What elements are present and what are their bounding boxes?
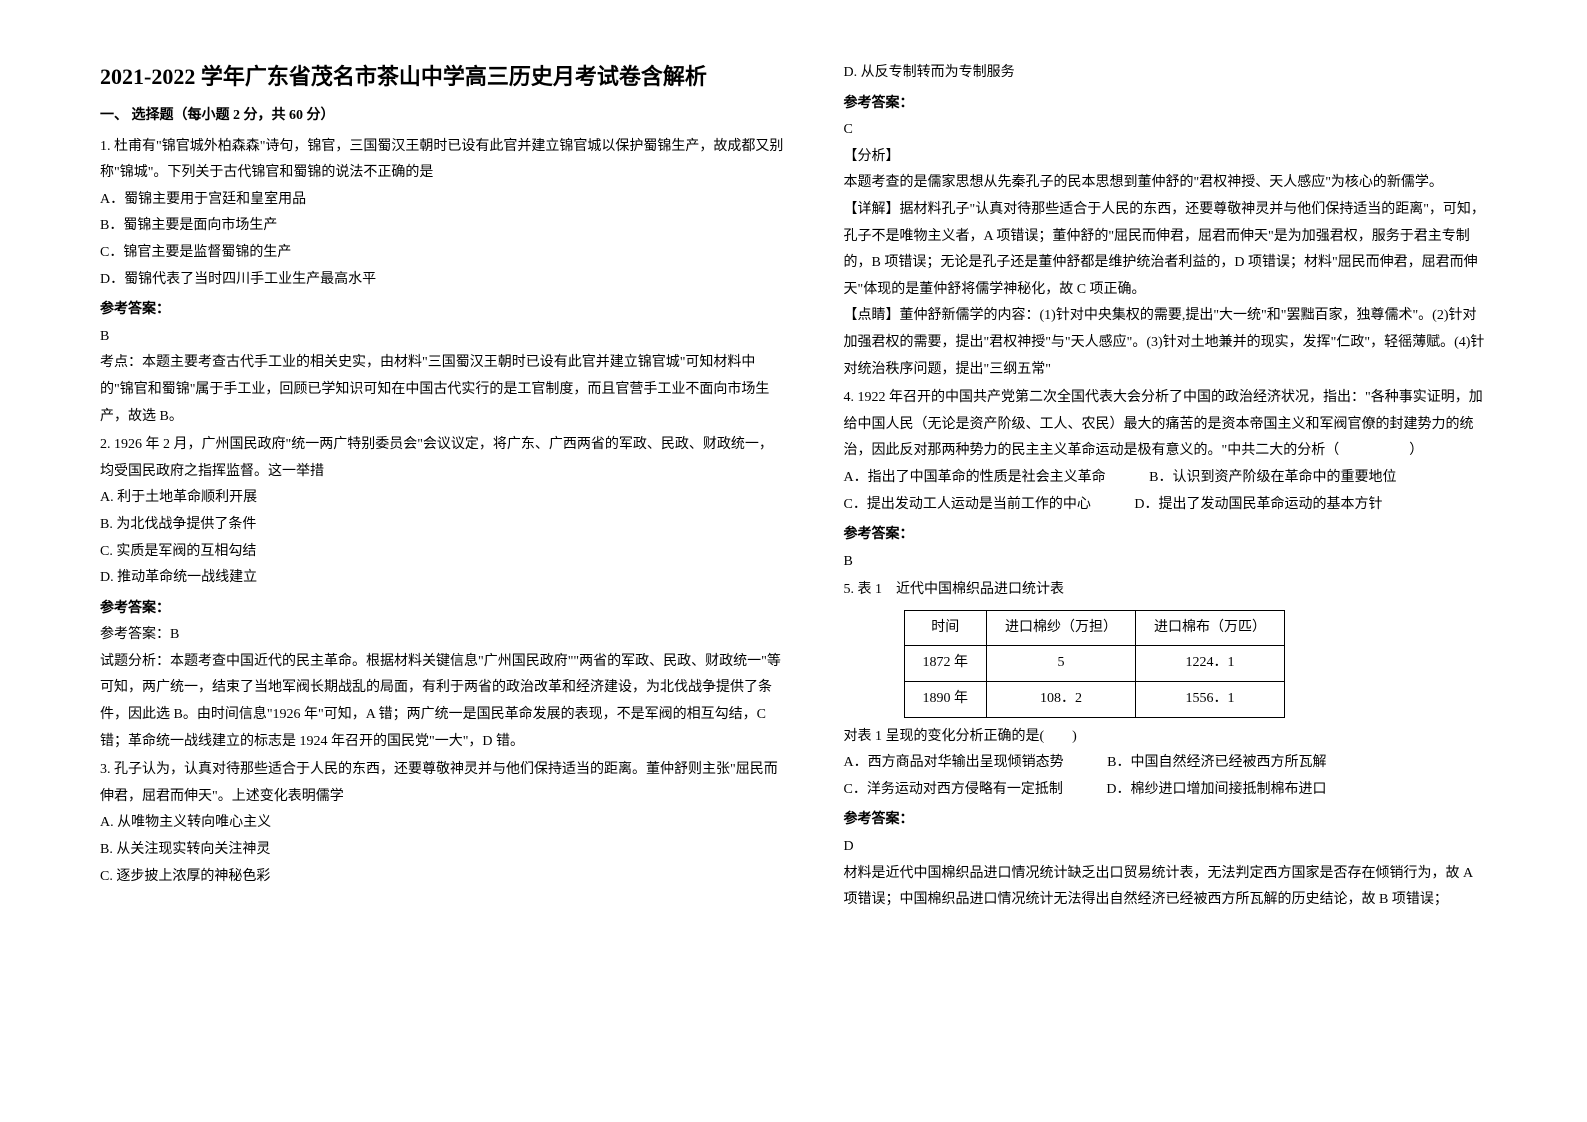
q5-option-a: A．西方商品对华输出呈现倾销态势 bbox=[844, 750, 1064, 777]
q2-option-a: A. 利于土地革命顺利开展 bbox=[100, 485, 784, 512]
table-cell: 5 bbox=[987, 646, 1136, 682]
exam-title: 2021-2022 学年广东省茂名市茶山中学高三历史月考试卷含解析 bbox=[100, 60, 784, 93]
q1-option-c: C．锦官主要是监督蜀锦的生产 bbox=[100, 240, 784, 267]
table-header-cell: 进口棉布（万匹） bbox=[1136, 610, 1285, 646]
q3-fenxi-label: 【分析】 bbox=[844, 144, 1488, 171]
q2-option-b: B. 为北伐战争提供了条件 bbox=[100, 512, 784, 539]
q2-answer-label: 参考答案： bbox=[100, 596, 784, 623]
q1-option-b: B．蜀锦主要是面向市场生产 bbox=[100, 213, 784, 240]
left-column: 2021-2022 学年广东省茂名市茶山中学高三历史月考试卷含解析 一、 选择题… bbox=[100, 60, 824, 1082]
table-header-cell: 时间 bbox=[904, 610, 987, 646]
q4-answer: B bbox=[844, 549, 1488, 576]
q5-stem: 5. 表 1 近代中国棉织品进口统计表 bbox=[844, 577, 1488, 604]
q3-answer: C bbox=[844, 117, 1488, 144]
q2-answer: 参考答案：B bbox=[100, 622, 784, 649]
table-header-cell: 进口棉纱（万担） bbox=[987, 610, 1136, 646]
q5-explain: 材料是近代中国棉织品进口情况统计缺乏出口贸易统计表，无法判定西方国家是否存在倾销… bbox=[844, 861, 1488, 914]
q3-option-d: D. 从反专制转而为专制服务 bbox=[844, 60, 1488, 87]
q1-stem: 1. 杜甫有"锦官城外柏森森"诗句，锦官，三国蜀汉王朝时已设有此官并建立锦官城以… bbox=[100, 134, 784, 187]
page: 2021-2022 学年广东省茂名市茶山中学高三历史月考试卷含解析 一、 选择题… bbox=[0, 0, 1587, 1122]
table-cell: 1224．1 bbox=[1136, 646, 1285, 682]
q4-option-d: D．提出了发动国民革命运动的基本方针 bbox=[1134, 492, 1382, 519]
q5-options-row2: C．洋务运动对西方侵略有一定抵制 D．棉纱进口增加间接抵制棉布进口 bbox=[844, 777, 1488, 804]
q1-answer-label: 参考答案： bbox=[100, 297, 784, 324]
q4-stem: 4. 1922 年召开的中国共产党第二次全国代表大会分析了中国的政治经济状况，指… bbox=[844, 385, 1488, 465]
q3-option-c: C. 逐步披上浓厚的神秘色彩 bbox=[100, 864, 784, 891]
q5-answer-label: 参考答案： bbox=[844, 807, 1488, 834]
q5-options-row1: A．西方商品对华输出呈现倾销态势 B．中国自然经济已经被西方所瓦解 bbox=[844, 750, 1488, 777]
q3-fenxi: 本题考查的是儒家思想从先秦孔子的民本思想到董仲舒的"君权神授、天人感应"为核心的… bbox=[844, 170, 1488, 197]
table-row: 1872 年 5 1224．1 bbox=[904, 646, 1285, 682]
table-header-row: 时间 进口棉纱（万担） 进口棉布（万匹） bbox=[904, 610, 1285, 646]
right-column: D. 从反专制转而为专制服务 参考答案： C 【分析】 本题考查的是儒家思想从先… bbox=[824, 60, 1548, 1082]
q4-options-row1: A．指出了中国革命的性质是社会主义革命 B．认识到资产阶级在革命中的重要地位 bbox=[844, 465, 1488, 492]
section-heading: 一、 选择题（每小题 2 分，共 60 分） bbox=[100, 103, 784, 130]
table-cell: 1872 年 bbox=[904, 646, 987, 682]
q2-option-c: C. 实质是军阀的互相勾结 bbox=[100, 539, 784, 566]
q1-answer: B bbox=[100, 324, 784, 351]
q2-explain: 试题分析：本题考查中国近代的民主革命。根据材料关键信息"广州国民政府""两省的军… bbox=[100, 649, 784, 755]
q3-option-b: B. 从关注现实转向关注神灵 bbox=[100, 837, 784, 864]
table-cell: 1890 年 bbox=[904, 682, 987, 718]
table-cell: 108．2 bbox=[987, 682, 1136, 718]
q1-option-d: D．蜀锦代表了当时四川手工业生产最高水平 bbox=[100, 267, 784, 294]
q3-detail: 【详解】据材料孔子"认真对待那些适合于人民的东西，还要尊敬神灵并与他们保持适当的… bbox=[844, 197, 1488, 303]
q4-option-a: A．指出了中国革命的性质是社会主义革命 bbox=[844, 465, 1106, 492]
q5-post: 对表 1 呈现的变化分析正确的是( ) bbox=[844, 724, 1488, 751]
q4-answer-label: 参考答案： bbox=[844, 522, 1488, 549]
q3-dianjing: 【点睛】董仲舒新儒学的内容：(1)针对中央集权的需要,提出"大一统"和"罢黜百家… bbox=[844, 303, 1488, 383]
q5-table: 时间 进口棉纱（万担） 进口棉布（万匹） 1872 年 5 1224．1 189… bbox=[904, 610, 1286, 718]
q1-option-a: A．蜀锦主要用于宫廷和皇室用品 bbox=[100, 187, 784, 214]
q3-stem: 3. 孔子认为，认真对待那些适合于人民的东西，还要尊敬神灵并与他们保持适当的距离… bbox=[100, 757, 784, 810]
q4-option-c: C．提出发动工人运动是当前工作的中心 bbox=[844, 492, 1091, 519]
q2-stem: 2. 1926 年 2 月，广州国民政府"统一两广特别委员会"会议议定，将广东、… bbox=[100, 432, 784, 485]
table-row: 1890 年 108．2 1556．1 bbox=[904, 682, 1285, 718]
q3-answer-label: 参考答案： bbox=[844, 91, 1488, 118]
q1-explain: 考点：本题主要考查古代手工业的相关史实，由材料"三国蜀汉王朝时已设有此官并建立锦… bbox=[100, 350, 784, 430]
table-cell: 1556．1 bbox=[1136, 682, 1285, 718]
q5-option-c: C．洋务运动对西方侵略有一定抵制 bbox=[844, 777, 1063, 804]
q5-option-b: B．中国自然经济已经被西方所瓦解 bbox=[1107, 750, 1326, 777]
q5-answer: D bbox=[844, 834, 1488, 861]
q2-option-d: D. 推动革命统一战线建立 bbox=[100, 565, 784, 592]
q5-option-d: D．棉纱进口增加间接抵制棉布进口 bbox=[1106, 777, 1326, 804]
q3-option-a: A. 从唯物主义转向唯心主义 bbox=[100, 810, 784, 837]
q4-options-row2: C．提出发动工人运动是当前工作的中心 D．提出了发动国民革命运动的基本方针 bbox=[844, 492, 1488, 519]
q4-option-b: B．认识到资产阶级在革命中的重要地位 bbox=[1149, 465, 1396, 492]
